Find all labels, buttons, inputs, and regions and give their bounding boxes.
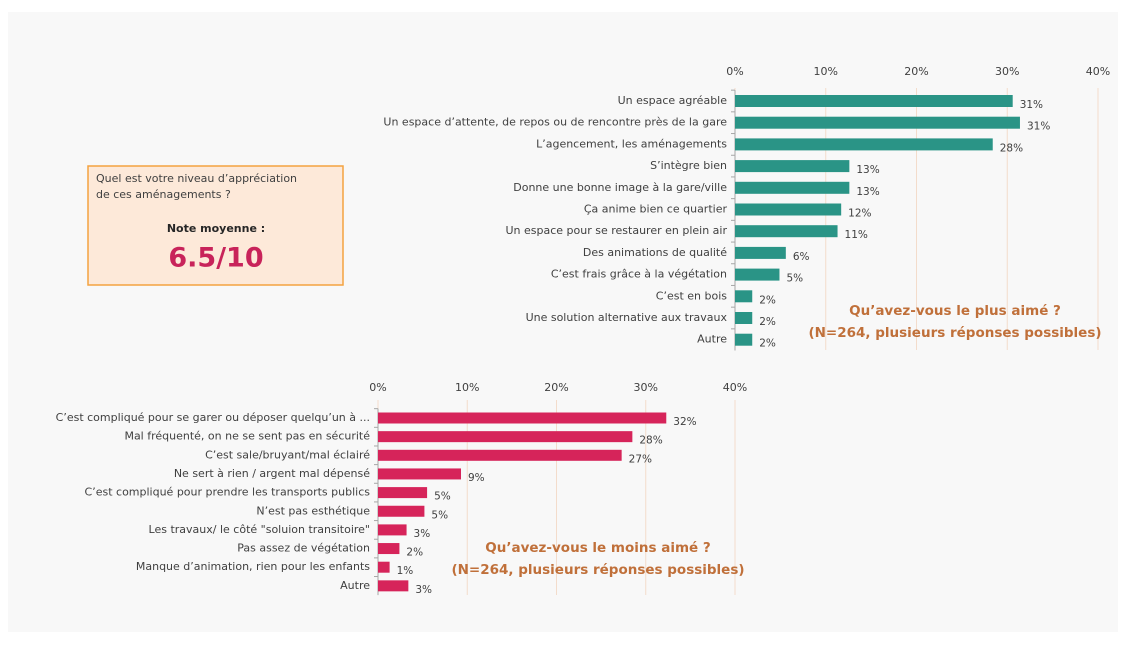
bar (378, 580, 409, 592)
x-tick-label: 30% (995, 65, 1019, 78)
category-label: S’intègre bien (650, 159, 727, 172)
category-label: C’est sale/bruyant/mal éclairé (205, 448, 370, 461)
chart-title: Qu’avez-vous le moins aimé ? (485, 540, 710, 556)
category-label: Un espace agréable (618, 94, 728, 107)
bar (378, 543, 400, 555)
value-label: 2% (759, 338, 776, 350)
category-label: L’agencement, les aménagements (536, 137, 727, 150)
box-question: de ces aménagements ? (96, 188, 231, 201)
value-label: 3% (415, 584, 432, 596)
bar (378, 561, 390, 573)
panel (8, 12, 1118, 632)
x-tick-label: 20% (904, 65, 928, 78)
category-label: Mal fréquenté, on ne se sent pas en sécu… (124, 430, 370, 443)
bar (378, 505, 425, 517)
value-label: 31% (1020, 99, 1043, 111)
box-question: Quel est votre niveau d’appréciation (96, 172, 297, 185)
value-label: 5% (431, 509, 448, 521)
bar (378, 431, 633, 443)
category-label: C’est compliqué pour se garer ou déposer… (56, 411, 370, 424)
category-label: Autre (697, 333, 727, 346)
category-label: Ne sert à rien / argent mal dépensé (174, 467, 370, 480)
category-label: Manque d’animation, rien pour les enfant… (136, 560, 370, 573)
bar (735, 268, 780, 281)
chart-title: Qu’avez-vous le plus aimé ? (849, 303, 1061, 319)
value-label: 28% (639, 435, 662, 447)
value-label: 6% (793, 251, 810, 263)
bar (378, 412, 667, 424)
x-tick-label: 10% (814, 65, 838, 78)
value-label: 28% (1000, 142, 1023, 154)
value-label: 5% (786, 273, 803, 285)
category-label: N’est pas esthétique (256, 504, 370, 517)
category-label: Autre (340, 579, 370, 592)
bar (378, 468, 462, 480)
value-label: 27% (629, 453, 652, 465)
category-label: Un espace d’attente, de repos ou de renc… (383, 116, 727, 129)
bar (735, 246, 786, 259)
value-label: 13% (856, 164, 879, 176)
bar (735, 181, 850, 194)
x-tick-label: 20% (544, 381, 568, 394)
bar (378, 524, 407, 536)
bar (735, 116, 1020, 129)
bar (735, 203, 842, 216)
x-tick-label: 0% (369, 381, 386, 394)
category-label: C’est en bois (656, 289, 727, 302)
bar (735, 225, 838, 238)
value-label: 1% (397, 565, 414, 577)
bar (735, 95, 1013, 107)
value-label: 2% (759, 316, 776, 328)
category-label: C’est compliqué pour prendre les transpo… (85, 486, 371, 499)
bar (735, 312, 753, 324)
bar (735, 160, 850, 173)
value-label: 3% (414, 528, 431, 540)
bar (378, 449, 622, 461)
box-score: 6.5/10 (168, 243, 263, 274)
score-box (87, 165, 344, 286)
x-tick-label: 10% (455, 381, 479, 394)
bar (735, 333, 753, 346)
bar (735, 290, 753, 303)
x-tick-label: 30% (634, 381, 658, 394)
chart-subtitle: (N=264, plusieurs réponses possibles) (808, 325, 1101, 341)
value-label: 9% (468, 472, 485, 484)
value-label: 13% (856, 186, 879, 198)
category-label: C’est frais grâce à la végétation (551, 268, 727, 281)
bar (735, 138, 993, 151)
value-label: 2% (759, 294, 776, 306)
category-label: Une solution alternative aux travaux (526, 311, 728, 324)
category-label: Ça anime bien ce quartier (584, 203, 728, 216)
value-label: 32% (673, 416, 696, 428)
value-label: 11% (845, 229, 868, 241)
category-label: Pas assez de végétation (237, 542, 370, 555)
category-label: Un espace pour se restaurer en plein air (505, 224, 727, 237)
x-tick-label: 0% (726, 65, 743, 78)
value-label: 5% (434, 491, 451, 503)
category-label: Donne une bonne image à la gare/ville (513, 181, 727, 194)
bar (378, 487, 428, 499)
category-label: Les travaux/ le côté "soluion transitoir… (149, 523, 370, 536)
chart-subtitle: (N=264, plusieurs réponses possibles) (451, 562, 744, 578)
x-tick-label: 40% (1086, 65, 1110, 78)
value-label: 31% (1027, 121, 1050, 133)
value-label: 12% (848, 208, 871, 220)
box-label: Note moyenne : (167, 222, 265, 235)
category-label: Des animations de qualité (583, 246, 727, 259)
x-tick-label: 40% (723, 381, 747, 394)
value-label: 2% (406, 547, 423, 559)
